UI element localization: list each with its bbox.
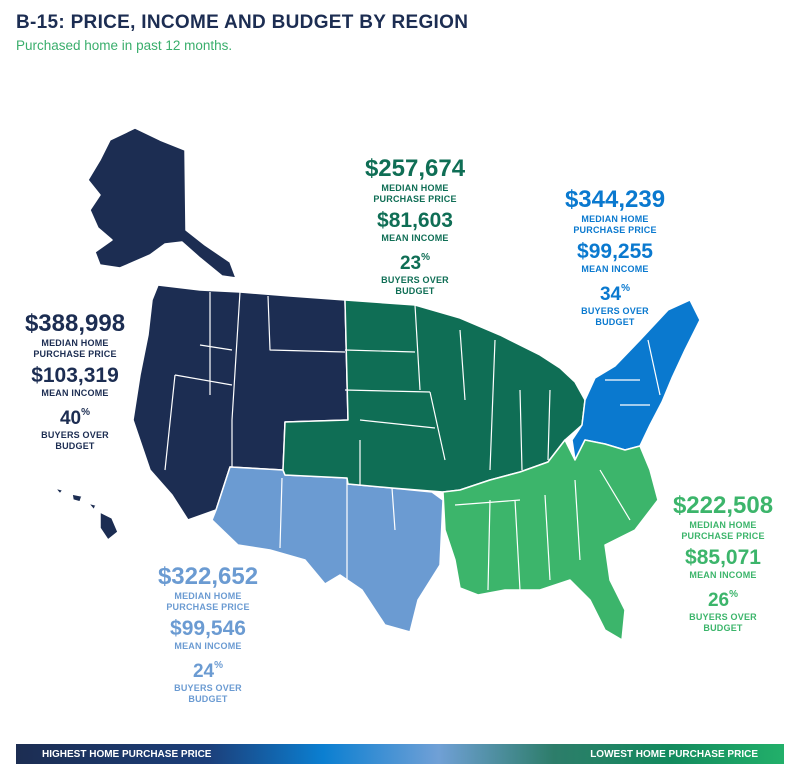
midwest-pct: 23%: [350, 252, 480, 274]
west-income: $103,319: [31, 364, 119, 387]
midwest-pct-label-1: BUYERS OVER: [381, 275, 449, 285]
state-border-lines: [164, 291, 661, 591]
midwest-pct-value: 23: [399, 253, 422, 274]
west-pct-label-1: BUYERS OVER: [41, 430, 109, 440]
northeast-pct-label-2: BUDGET: [595, 317, 635, 327]
northeast-pct-sign: %: [621, 283, 631, 294]
midwest-price-label-2: PURCHASE PRICE: [373, 194, 457, 204]
northeast-stats: $344,239 MEDIAN HOME PURCHASE PRICE $99,…: [550, 188, 680, 328]
west-stats: $388,998 MEDIAN HOME PURCHASE PRICE $103…: [10, 312, 140, 452]
midwest-income: $81,603: [377, 209, 453, 232]
west-price-label-2: PURCHASE PRICE: [33, 349, 117, 359]
legend-right-label: LOWEST HOME PURCHASE PRICE: [590, 749, 758, 760]
west-price-label-1: MEDIAN HOME: [41, 338, 109, 348]
midwest-price: $257,674: [364, 155, 466, 182]
northeast-pct-label-1: BUYERS OVER: [581, 306, 649, 316]
legend-left-label: HIGHEST HOME PURCHASE PRICE: [42, 749, 212, 760]
south-income-label: MEAN INCOME: [689, 570, 757, 580]
southwest-price: $322,652: [157, 563, 259, 590]
hawaii-shape: [54, 487, 119, 541]
south-income: $85,071: [685, 546, 761, 569]
northeast-pct: 34%: [550, 283, 680, 305]
northeast-income: $99,255: [577, 240, 653, 263]
west-pct-label-2: BUDGET: [55, 441, 95, 451]
midwest-stats: $257,674 MEDIAN HOME PURCHASE PRICE $81,…: [350, 157, 480, 297]
south-region-shape: [442, 439, 659, 641]
southwest-income: $99,546: [170, 617, 246, 640]
midwest-pct-sign: %: [421, 252, 431, 263]
southwest-price-label-2: PURCHASE PRICE: [166, 602, 250, 612]
northeast-income-label: MEAN INCOME: [581, 264, 649, 274]
west-pct-sign: %: [81, 407, 91, 418]
legend-gradient-bar: [16, 744, 784, 764]
page-title: B-15: PRICE, INCOME AND BUDGET BY REGION: [16, 12, 469, 33]
south-pct-sign: %: [729, 589, 739, 600]
northeast-price: $344,239: [564, 186, 666, 213]
southwest-pct-value: 24: [192, 661, 215, 682]
midwest-price-label-1: MEDIAN HOME: [381, 183, 449, 193]
south-price-label-1: MEDIAN HOME: [689, 520, 757, 530]
southwest-price-label-1: MEDIAN HOME: [174, 591, 242, 601]
south-stats: $222,508 MEDIAN HOME PURCHASE PRICE $85,…: [658, 494, 788, 634]
northeast-pct-value: 34: [599, 284, 622, 305]
midwest-income-label: MEAN INCOME: [381, 233, 449, 243]
south-price-label-2: PURCHASE PRICE: [681, 531, 765, 541]
south-pct-value: 26: [707, 590, 730, 611]
west-income-label: MEAN INCOME: [41, 388, 109, 398]
northeast-price-label-2: PURCHASE PRICE: [573, 225, 657, 235]
southwest-pct-label-1: BUYERS OVER: [174, 683, 242, 693]
south-pct-label-2: BUDGET: [703, 623, 743, 633]
southwest-pct-sign: %: [214, 660, 224, 671]
south-price: $222,508: [672, 492, 774, 519]
northeast-price-label-1: MEDIAN HOME: [581, 214, 649, 224]
southwest-income-label: MEAN INCOME: [174, 641, 242, 651]
midwest-pct-label-2: BUDGET: [395, 286, 435, 296]
southwest-stats: $322,652 MEDIAN HOME PURCHASE PRICE $99,…: [143, 565, 273, 705]
southwest-pct: 24%: [143, 660, 273, 682]
south-pct-label-1: BUYERS OVER: [689, 612, 757, 622]
west-pct-value: 40: [59, 408, 82, 429]
west-price: $388,998: [24, 310, 126, 337]
west-pct: 40%: [10, 407, 140, 429]
southwest-pct-label-2: BUDGET: [188, 694, 228, 704]
page-subtitle: Purchased home in past 12 months.: [16, 38, 233, 53]
price-legend: HIGHEST HOME PURCHASE PRICE LOWEST HOME …: [16, 744, 784, 764]
alaska-shape: [87, 127, 237, 279]
south-pct: 26%: [658, 589, 788, 611]
